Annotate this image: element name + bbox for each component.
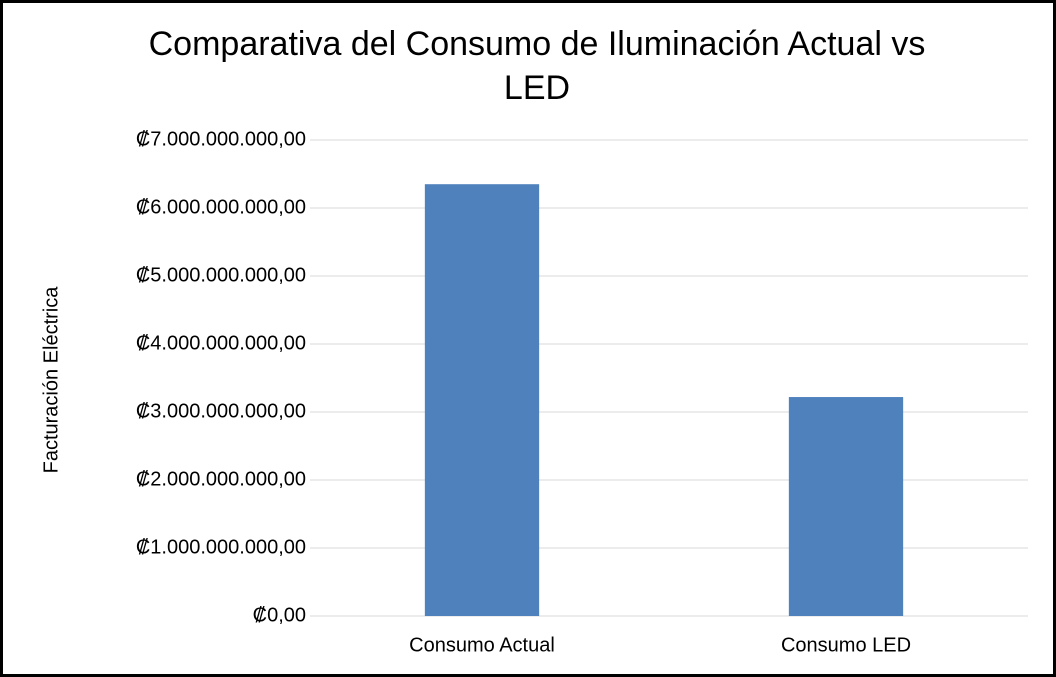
x-tick-label: Consumo Actual	[409, 634, 555, 656]
chart-title: Comparativa del Consumo de Iluminación A…	[148, 25, 926, 107]
y-tick-label: ₡6.000.000.000,00	[136, 196, 306, 218]
x-tick-label: Consumo LED	[781, 634, 911, 656]
y-tick-label: ₡7.000.000.000,00	[136, 128, 306, 150]
y-tick-label: ₡1.000.000.000,00	[136, 536, 306, 558]
y-tick-label: ₡5.000.000.000,00	[136, 264, 306, 286]
bar	[424, 184, 540, 616]
bar	[788, 397, 904, 616]
y-tick-label: ₡4.000.000.000,00	[136, 332, 306, 354]
y-tick-label: ₡0,00	[253, 604, 306, 626]
y-axis-label: Facturación Eléctrica	[40, 286, 62, 474]
y-tick-label: ₡2.000.000.000,00	[136, 468, 306, 490]
y-tick-label: ₡3.000.000.000,00	[136, 400, 306, 422]
